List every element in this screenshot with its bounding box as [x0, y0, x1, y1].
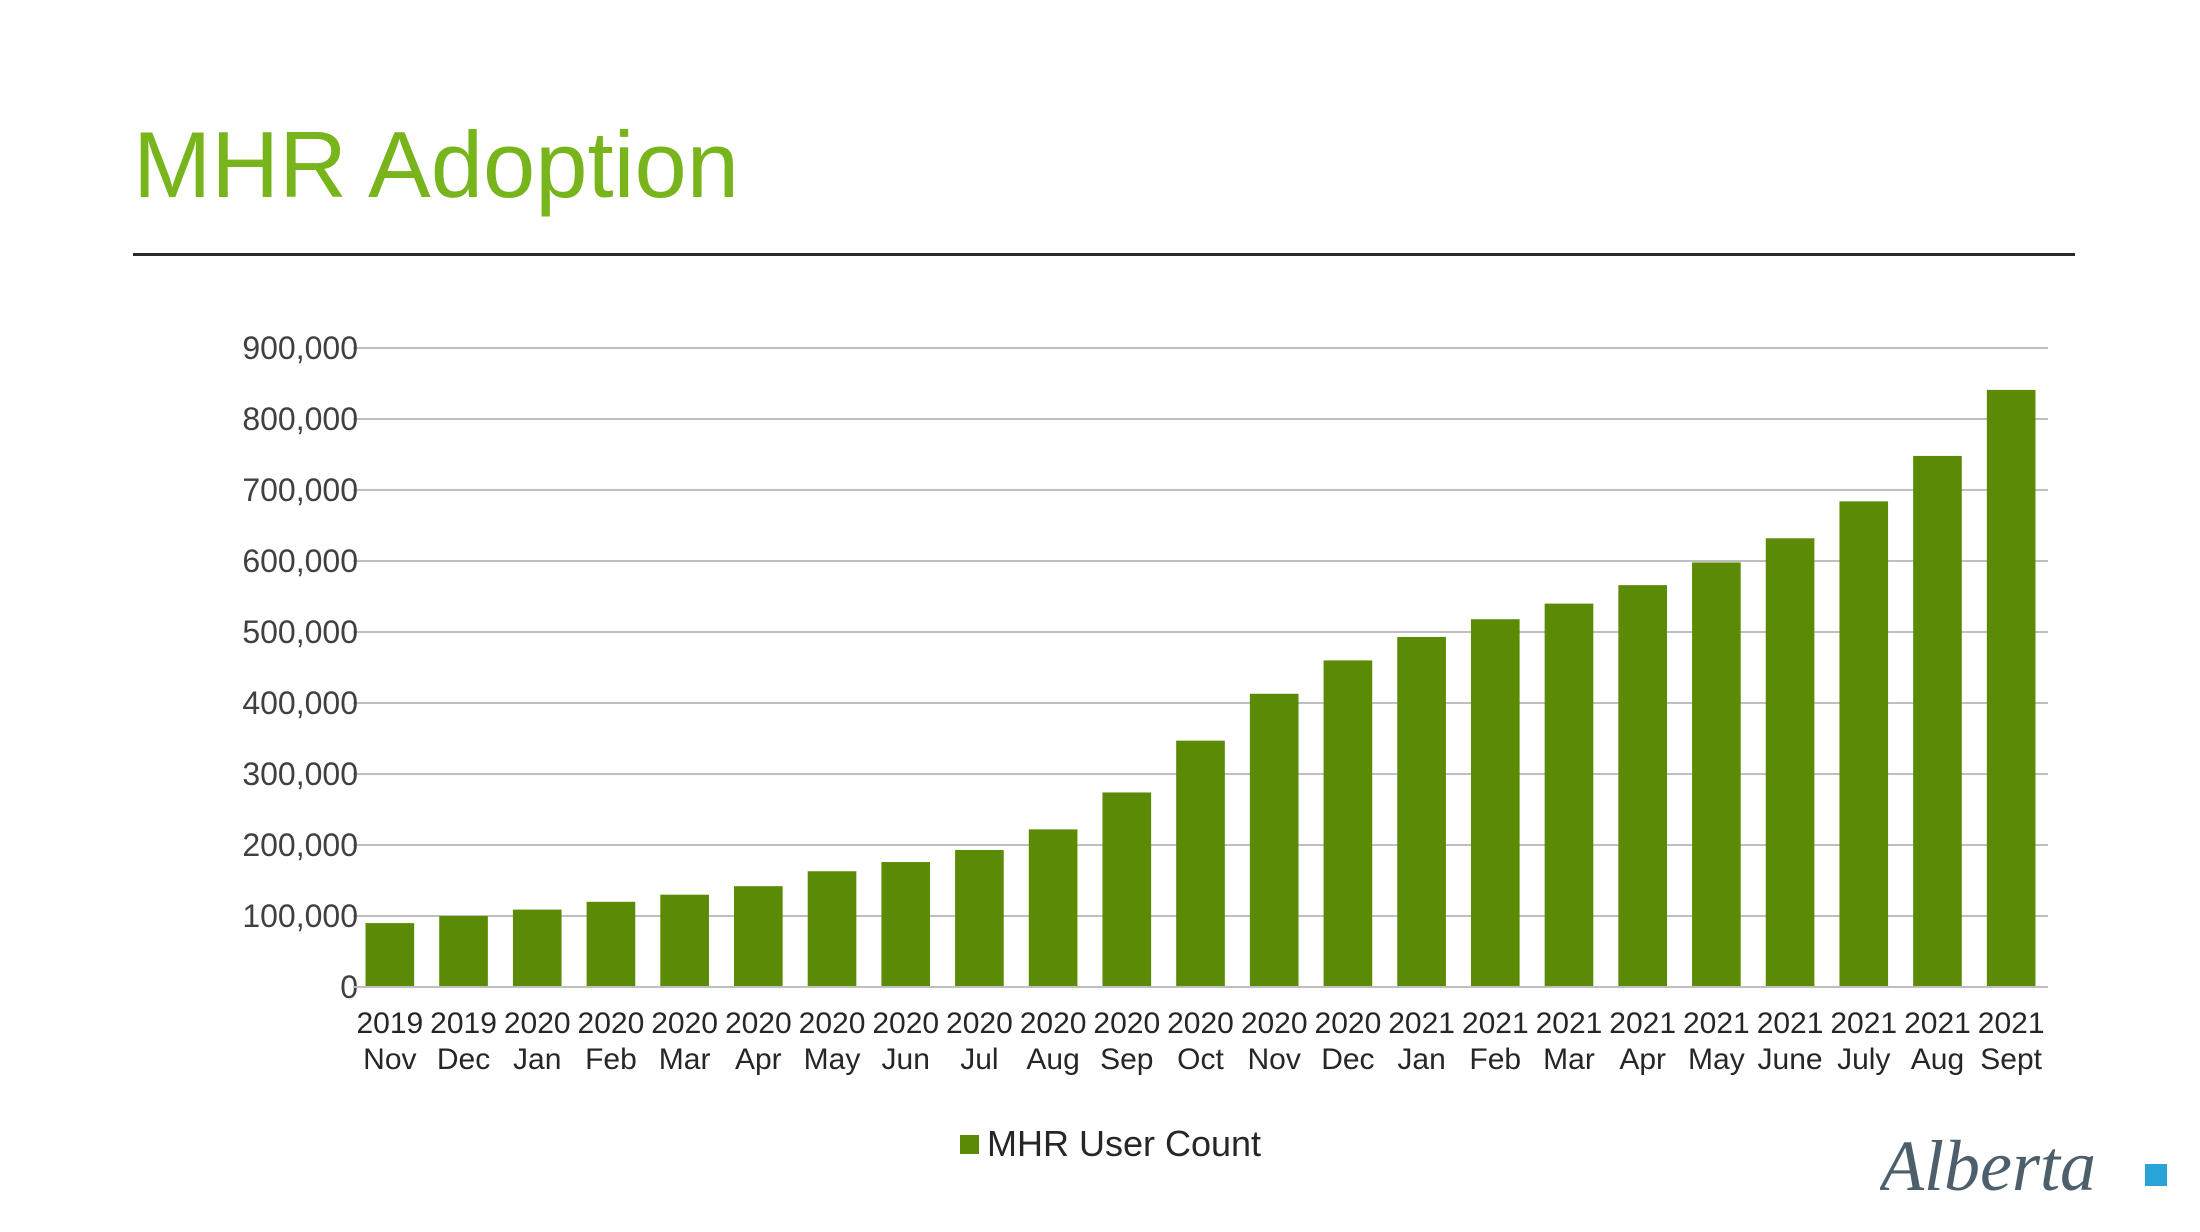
x-category-year-label: 2020 — [1167, 1007, 1234, 1040]
x-category-month-label: Dec — [437, 1043, 490, 1076]
y-tick-label: 400,000 — [242, 685, 358, 721]
bar — [1102, 792, 1152, 987]
alberta-logo: Alberta — [1876, 1112, 2180, 1217]
y-tick-label: 200,000 — [242, 827, 358, 863]
legend: MHR User Count — [960, 1123, 1261, 1165]
x-category-year-label: 2021 — [1830, 1007, 1897, 1040]
bar — [955, 849, 1004, 987]
gridlines — [353, 347, 2048, 917]
bar — [1397, 636, 1446, 987]
bar — [439, 916, 488, 987]
bar — [660, 894, 709, 987]
x-category-year-label: 2019 — [430, 1007, 497, 1040]
x-axis-category-labels: 2019Nov2019Dec2020Jan2020Feb2020Mar2020A… — [356, 1007, 2044, 1076]
x-category-year-label: 2020 — [1093, 1007, 1160, 1040]
x-category-month-label: Apr — [735, 1043, 782, 1076]
x-category-month-label: Aug — [1911, 1043, 1964, 1076]
x-category-year-label: 2020 — [651, 1007, 718, 1040]
x-category-year-label: 2021 — [1462, 1007, 1529, 1040]
x-category-month-label: Feb — [1469, 1043, 1521, 1076]
x-category-month-label: Jul — [960, 1043, 998, 1076]
x-category-year-label: 2020 — [1241, 1007, 1308, 1040]
x-category-month-label: Feb — [585, 1043, 637, 1076]
x-category-month-label: Mar — [1543, 1043, 1595, 1076]
x-category-month-label: Apr — [1619, 1043, 1666, 1076]
x-category-year-label: 2020 — [872, 1007, 939, 1040]
bar — [881, 862, 931, 987]
bar — [365, 923, 415, 987]
x-category-year-label: 2020 — [504, 1007, 571, 1040]
x-category-year-label: 2020 — [799, 1007, 866, 1040]
bar — [1618, 585, 1667, 987]
bar — [1913, 455, 1962, 987]
x-category-year-label: 2020 — [725, 1007, 792, 1040]
bar — [1544, 603, 1594, 987]
bar — [1692, 562, 1741, 987]
bar — [586, 901, 636, 987]
bar — [1176, 740, 1225, 987]
y-tick-label: 900,000 — [242, 330, 358, 366]
x-category-year-label: 2021 — [1609, 1007, 1676, 1040]
x-category-month-label: June — [1758, 1043, 1823, 1076]
y-tick-label: 800,000 — [242, 401, 358, 437]
x-category-month-label: Jun — [882, 1043, 930, 1076]
bar — [512, 909, 562, 987]
bar — [734, 886, 783, 987]
x-category-month-label: May — [804, 1043, 861, 1076]
y-tick-label: 300,000 — [242, 756, 358, 792]
x-category-month-label: Aug — [1026, 1043, 1079, 1076]
x-category-month-label: Jan — [1397, 1043, 1445, 1076]
x-category-month-label: Sep — [1100, 1043, 1153, 1076]
bar — [1028, 829, 1078, 987]
x-category-year-label: 2021 — [1536, 1007, 1603, 1040]
x-category-year-label: 2021 — [1683, 1007, 1750, 1040]
x-category-year-label: 2019 — [356, 1007, 423, 1040]
y-tick-label: 600,000 — [242, 543, 358, 579]
slide-title: MHR Adoption — [133, 112, 740, 217]
x-category-month-label: Jan — [513, 1043, 561, 1076]
y-tick-label: 500,000 — [242, 614, 358, 650]
bar — [1323, 660, 1373, 987]
x-category-year-label: 2021 — [1388, 1007, 1455, 1040]
bar — [1839, 501, 1889, 987]
bar — [1765, 538, 1815, 987]
x-category-month-label: Nov — [1248, 1043, 1301, 1076]
x-category-month-label: Sept — [1980, 1043, 2042, 1076]
x-category-year-label: 2021 — [1978, 1007, 2045, 1040]
legend-swatch — [960, 1134, 979, 1154]
bars — [365, 389, 2036, 987]
x-category-month-label: Dec — [1321, 1043, 1374, 1076]
x-category-month-label: May — [1688, 1043, 1745, 1076]
y-tick-label: 100,000 — [242, 898, 358, 934]
x-category-year-label: 2020 — [1315, 1007, 1382, 1040]
legend-label: MHR User Count — [987, 1123, 1262, 1164]
svg-text:Alberta: Alberta — [1880, 1126, 2096, 1206]
x-category-year-label: 2020 — [1020, 1007, 1087, 1040]
x-category-year-label: 2021 — [1757, 1007, 1824, 1040]
y-tick-label: 0 — [340, 969, 358, 1005]
x-category-month-label: Nov — [363, 1043, 416, 1076]
x-category-month-label: July — [1837, 1043, 1890, 1076]
bar — [1249, 693, 1299, 987]
x-category-year-label: 2020 — [578, 1007, 645, 1040]
x-category-month-label: Oct — [1177, 1043, 1224, 1076]
title-divider — [133, 253, 2075, 256]
bar — [807, 871, 857, 987]
y-tick-label: 700,000 — [242, 472, 358, 508]
x-category-year-label: 2021 — [1904, 1007, 1971, 1040]
bar — [1986, 389, 2036, 987]
bar — [1470, 619, 1520, 987]
y-axis-tick-labels: 0 100,000 200,000 300,000 400,000 500,000 600,… — [242, 330, 358, 1005]
x-category-year-label: 2020 — [946, 1007, 1013, 1040]
x-category-month-label: Mar — [659, 1043, 711, 1076]
